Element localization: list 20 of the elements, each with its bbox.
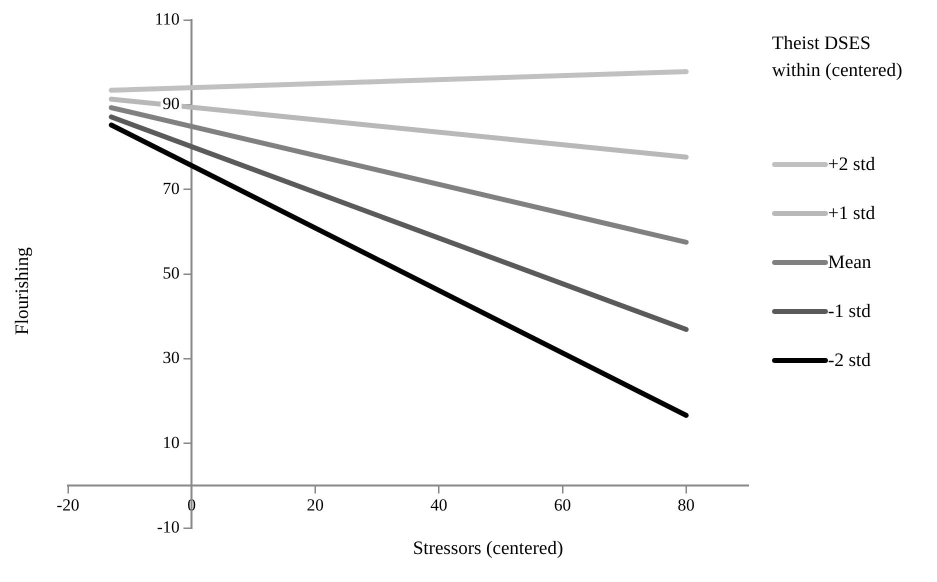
x-tick-label: 80 [678, 495, 695, 514]
y-tick-label: 90 [162, 94, 180, 114]
legend-title: Theist DSES within (centered) [772, 32, 904, 83]
y-tick-label: 50 [162, 263, 180, 282]
x-tick-label: 40 [430, 495, 448, 514]
y-tick-label: 10 [162, 432, 180, 452]
x-tick-label: 60 [554, 495, 572, 514]
y-axis-title: Flourishing [12, 247, 34, 335]
y-tick-label: -10 [156, 517, 180, 536]
x-tick-label: 20 [306, 495, 324, 514]
y-tick-label: 110 [154, 9, 180, 28]
legend-label: Mean [828, 252, 872, 274]
legend-label: +2 std [828, 154, 876, 176]
x-tick-label: -20 [56, 495, 80, 514]
y-tick-label: 70 [162, 178, 180, 198]
legend-label: -1 std [828, 300, 871, 322]
legend-label: +1 std [828, 202, 876, 224]
y-tick-label: 30 [162, 348, 180, 368]
x-axis-title: Stressors (centered) [412, 538, 564, 560]
legend-label: -2 std [828, 350, 871, 372]
